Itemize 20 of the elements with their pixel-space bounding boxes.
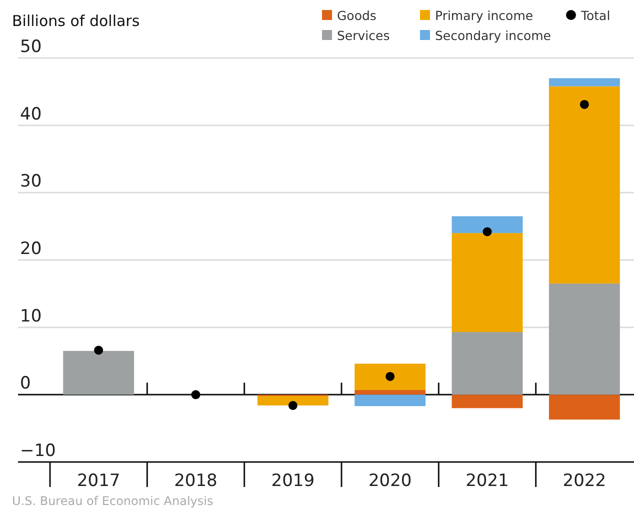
legend-label: Total <box>580 8 610 23</box>
legend-label: Secondary income <box>435 28 552 43</box>
x-tick-label: 2019 <box>271 471 315 491</box>
y-tick-label: 0 <box>20 374 31 394</box>
legend-label: Services <box>337 28 390 43</box>
y-tick-label: 50 <box>20 37 42 57</box>
legend-label: Goods <box>337 8 376 23</box>
y-tick-label: 10 <box>20 306 42 326</box>
x-tick-label: 2022 <box>562 471 606 491</box>
y-tick-label: 30 <box>20 172 42 192</box>
text: U.S. Bureau of Economic Analysis <box>12 494 214 508</box>
y-axis-title: Billions of dollars <box>12 12 140 30</box>
x-tick-label: 2017 <box>76 471 120 491</box>
x-tick-label: 2018 <box>174 471 218 491</box>
y-tick-label: 40 <box>20 104 42 124</box>
legend-label: Primary income <box>435 8 534 23</box>
x-tick-label: 2020 <box>368 471 412 491</box>
y-tick-label: −10 <box>20 441 56 461</box>
x-tick-label: 2021 <box>466 471 509 491</box>
y-tick-label: 20 <box>20 239 42 259</box>
